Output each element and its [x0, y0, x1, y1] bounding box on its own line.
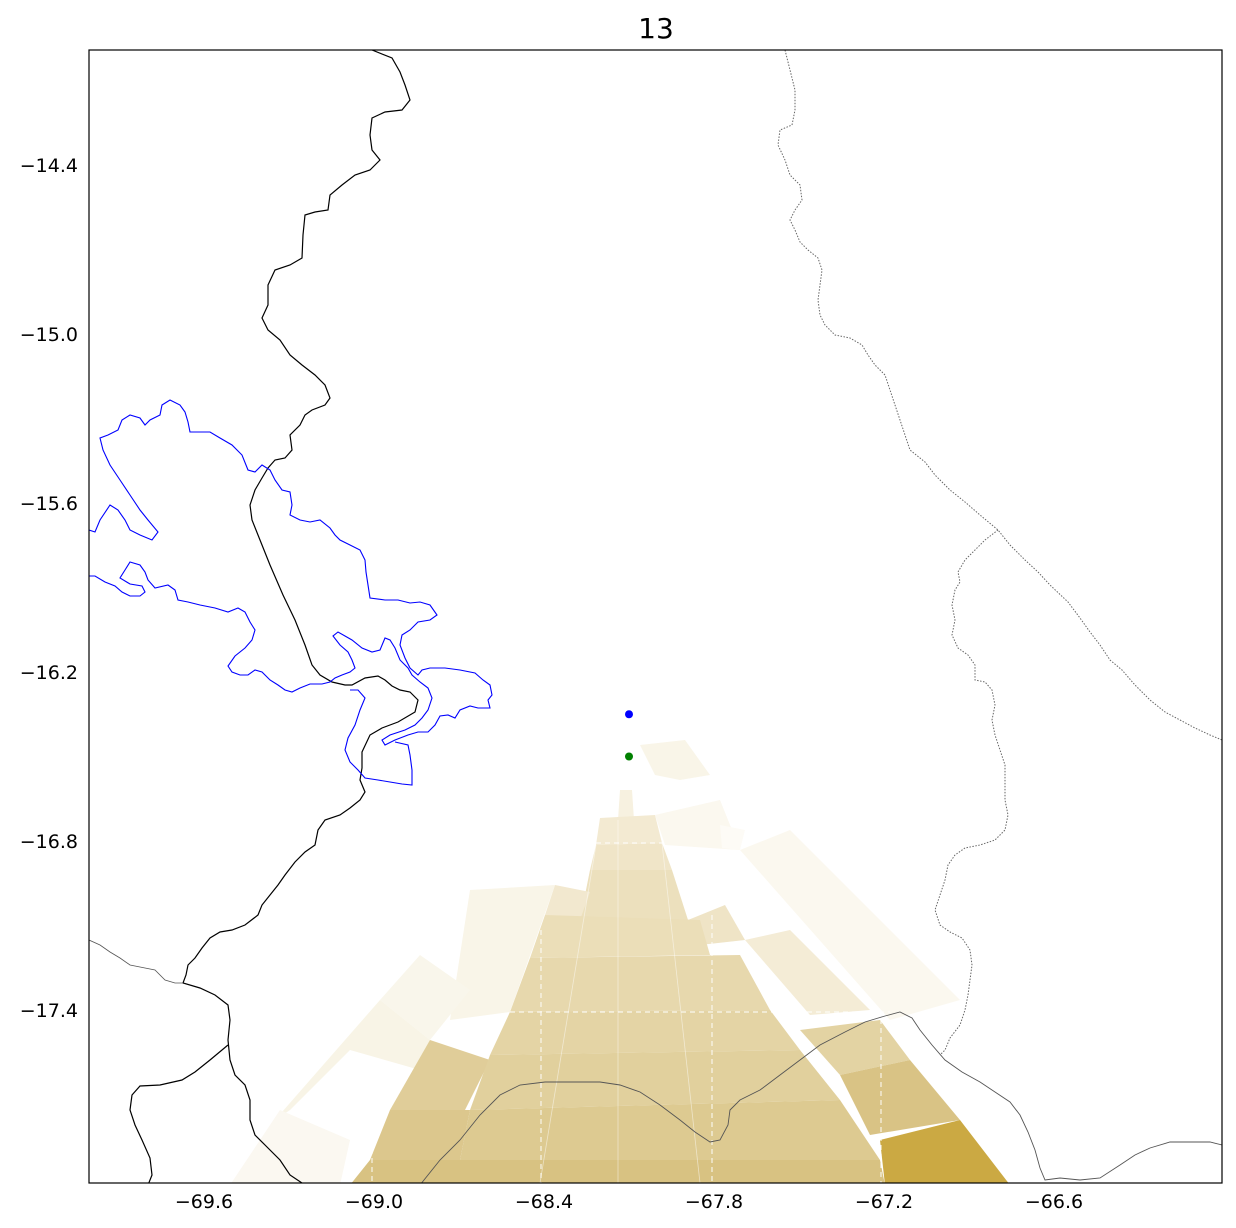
shade-cell [470, 1050, 840, 1110]
y-tick-label: −14.4 [20, 155, 78, 177]
shade-cell [275, 1000, 430, 1120]
x-axis-ticks: −69.6 −69.0 −68.4 −67.8 −67.2 −66.6 [175, 1191, 1083, 1213]
admin-boundary-south [89, 939, 183, 984]
shade-cell [745, 930, 870, 1015]
shade-cell [840, 1060, 960, 1135]
y-axis-ticks: −14.4 −15.0 −15.6 −16.2 −16.8 −17.4 [20, 155, 78, 1022]
radial-lines [539, 820, 701, 1183]
shade-cell [545, 885, 590, 920]
shade-cell [380, 955, 470, 1040]
x-tick-label: −66.6 [1025, 1191, 1083, 1213]
map-title: 13 [638, 12, 674, 45]
shaded-sector-field [231, 740, 1009, 1183]
shade-cell [720, 825, 745, 850]
shade-cell [740, 830, 960, 1020]
y-tick-label: −17.4 [20, 1000, 78, 1022]
shade-cell [580, 870, 688, 920]
shade-cell [450, 885, 555, 1020]
shade-cell [640, 740, 710, 780]
y-tick-label: −16.8 [20, 831, 78, 853]
green-point-marker [625, 752, 633, 761]
shade-cell [231, 1110, 350, 1183]
y-tick-label: −15.6 [20, 493, 78, 515]
map-area [89, 50, 1222, 1183]
country-border-branch [129, 1044, 229, 1183]
shade-cell [390, 1040, 490, 1120]
shade-cell [530, 915, 710, 958]
shade-cell [800, 1020, 910, 1075]
x-tick-label: −68.4 [515, 1191, 573, 1213]
admin-boundary-east [777, 50, 1222, 741]
admin-boundary-south-east [421, 1011, 1222, 1183]
lake-outline [89, 399, 493, 746]
x-tick-label: −67.8 [685, 1191, 743, 1213]
x-tick-label: −67.2 [855, 1191, 913, 1213]
x-tick-label: −69.0 [345, 1191, 403, 1213]
y-tick-label: −16.2 [20, 662, 78, 684]
shade-cell [490, 1010, 800, 1055]
shade-cell [460, 1100, 880, 1160]
lake-outline-south [344, 689, 413, 786]
shade-cell [655, 800, 740, 850]
blue-point-marker [625, 710, 633, 719]
shade-cell [590, 843, 672, 870]
shade-cell [618, 790, 634, 820]
map-frame [88, 49, 1223, 1184]
grid-lines [371, 842, 890, 1183]
y-tick-label: −15.0 [20, 324, 78, 346]
shade-cell [370, 1110, 470, 1160]
country-border [182, 50, 419, 1183]
shade-cell [596, 815, 662, 845]
shade-cell [880, 1120, 1009, 1183]
x-tick-label: −69.6 [175, 1191, 233, 1213]
shade-cell [510, 955, 770, 1012]
